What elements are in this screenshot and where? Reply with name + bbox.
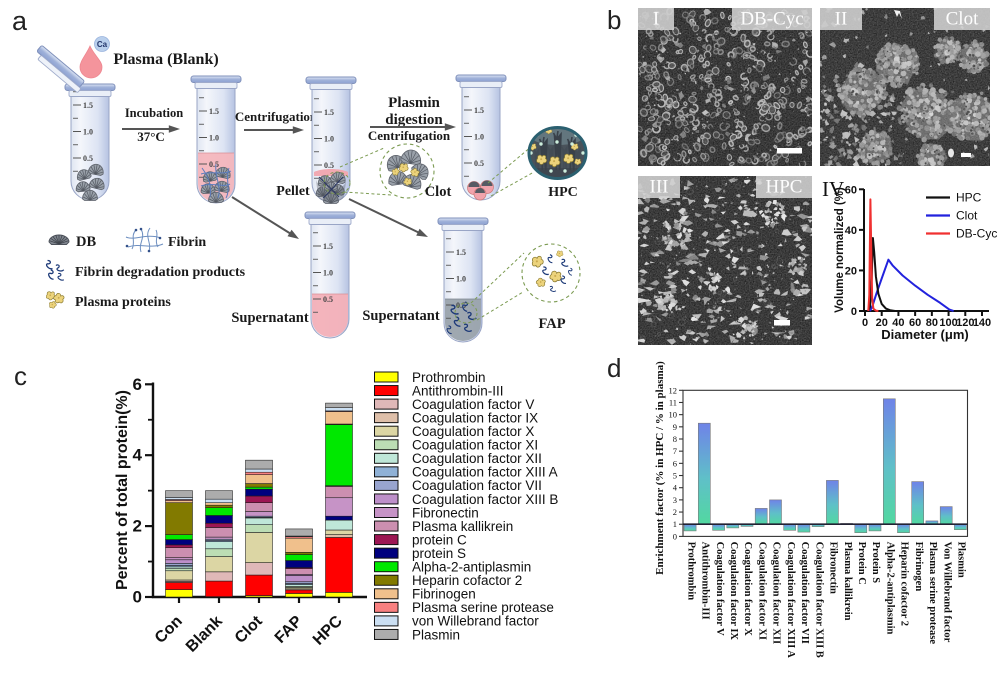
svg-text:Von Willebrand factor: Von Willebrand factor bbox=[941, 542, 952, 643]
svg-text:6: 6 bbox=[133, 375, 142, 394]
svg-text:11: 11 bbox=[669, 397, 677, 407]
svg-text:140: 140 bbox=[973, 317, 991, 329]
svg-text:0.5: 0.5 bbox=[209, 160, 219, 169]
svg-text:Antithrombin-III: Antithrombin-III bbox=[700, 542, 711, 620]
svg-text:III: III bbox=[650, 177, 669, 198]
svg-text:40: 40 bbox=[845, 225, 857, 237]
svg-text:1.0: 1.0 bbox=[323, 268, 333, 277]
svg-text:Fibrin degradation products: Fibrin degradation products bbox=[75, 265, 246, 280]
svg-text:DB-Cyc: DB-Cyc bbox=[740, 9, 803, 30]
svg-text:2: 2 bbox=[673, 507, 677, 517]
svg-text:Alpha-2-antiplasmin: Alpha-2-antiplasmin bbox=[884, 542, 895, 635]
svg-text:Centrifugation: Centrifugation bbox=[368, 128, 451, 143]
svg-text:Coagulation factor VII: Coagulation factor VII bbox=[799, 542, 810, 644]
svg-text:Plasma proteins: Plasma proteins bbox=[75, 295, 171, 310]
svg-text:Ca: Ca bbox=[97, 40, 108, 49]
svg-text:I: I bbox=[653, 9, 659, 30]
svg-text:1.5: 1.5 bbox=[323, 242, 333, 251]
svg-text:10: 10 bbox=[669, 410, 678, 420]
svg-text:Coagulation factor XI: Coagulation factor XI bbox=[756, 542, 767, 640]
svg-text:60: 60 bbox=[845, 184, 857, 196]
svg-text:0: 0 bbox=[673, 531, 677, 541]
svg-text:Clot: Clot bbox=[956, 209, 978, 223]
svg-text:4: 4 bbox=[133, 446, 143, 465]
svg-text:1: 1 bbox=[673, 519, 677, 529]
svg-text:2: 2 bbox=[133, 517, 142, 536]
svg-text:HPC: HPC bbox=[548, 185, 578, 200]
svg-text:Plasmin: Plasmin bbox=[388, 95, 440, 111]
svg-text:Coagulation factor XIII B: Coagulation factor XIII B bbox=[813, 542, 824, 658]
svg-text:Plasma (Blank): Plasma (Blank) bbox=[113, 51, 218, 68]
svg-text:0.5: 0.5 bbox=[323, 295, 333, 304]
svg-text:Coagulation factor V: Coagulation factor V bbox=[714, 542, 725, 637]
svg-text:5: 5 bbox=[673, 471, 677, 481]
svg-text:Supernatant: Supernatant bbox=[362, 308, 440, 324]
svg-text:Volume normalized (%): Volume normalized (%) bbox=[834, 187, 846, 313]
svg-text:DB-Cyc: DB-Cyc bbox=[956, 227, 997, 241]
svg-text:Fibrin: Fibrin bbox=[168, 235, 206, 250]
svg-text:1.0: 1.0 bbox=[209, 133, 219, 142]
svg-text:Clot: Clot bbox=[946, 9, 979, 30]
svg-text:Fibrinogen: Fibrinogen bbox=[913, 542, 924, 592]
svg-text:3: 3 bbox=[673, 495, 677, 505]
svg-text:d: d bbox=[607, 353, 621, 383]
svg-text:HPC: HPC bbox=[956, 191, 982, 205]
svg-text:6: 6 bbox=[673, 458, 677, 468]
svg-text:9: 9 bbox=[673, 422, 677, 432]
svg-text:Clot: Clot bbox=[425, 184, 452, 200]
svg-text:Protein C: Protein C bbox=[856, 542, 867, 585]
svg-text:0: 0 bbox=[851, 306, 857, 318]
svg-text:HPC: HPC bbox=[766, 177, 803, 198]
svg-text:a: a bbox=[12, 6, 28, 36]
svg-text:Heparin cofactor 2: Heparin cofactor 2 bbox=[899, 542, 910, 626]
svg-text:1.0: 1.0 bbox=[456, 274, 466, 283]
svg-text:Prothrombin: Prothrombin bbox=[685, 542, 696, 601]
svg-text:1.5: 1.5 bbox=[324, 108, 334, 117]
svg-text:Protein S: Protein S bbox=[870, 542, 881, 584]
svg-text:Enrichment factor (% in HPC /: Enrichment factor (% in HPC / % in plasm… bbox=[654, 361, 666, 575]
svg-text:1.0: 1.0 bbox=[83, 127, 93, 136]
svg-text:Plasmin: Plasmin bbox=[956, 542, 967, 578]
svg-text:Plasma kallikrein: Plasma kallikrein bbox=[842, 542, 853, 621]
svg-text:Incubation: Incubation bbox=[125, 106, 183, 120]
svg-text:Coagulation factor X: Coagulation factor X bbox=[742, 542, 753, 637]
svg-text:12: 12 bbox=[669, 385, 678, 395]
svg-text:0.5: 0.5 bbox=[83, 154, 93, 163]
svg-text:1.0: 1.0 bbox=[474, 132, 484, 141]
svg-text:b: b bbox=[607, 5, 621, 35]
svg-text:c: c bbox=[14, 361, 27, 391]
svg-text:Fibronectin: Fibronectin bbox=[828, 542, 839, 594]
svg-text:1.5: 1.5 bbox=[456, 248, 466, 257]
svg-text:7: 7 bbox=[673, 446, 677, 456]
svg-text:Coagulation factor IX: Coagulation factor IX bbox=[728, 542, 739, 641]
svg-text:Plasma serine protease: Plasma serine protease bbox=[927, 542, 938, 645]
svg-text:II: II bbox=[835, 9, 848, 30]
svg-text:1.5: 1.5 bbox=[83, 101, 93, 110]
svg-text:0: 0 bbox=[133, 588, 142, 607]
svg-text:8: 8 bbox=[673, 434, 677, 444]
svg-text:0: 0 bbox=[862, 317, 868, 329]
svg-text:digestion: digestion bbox=[385, 112, 443, 128]
svg-text:1.5: 1.5 bbox=[474, 106, 484, 115]
svg-text:0.5: 0.5 bbox=[324, 161, 334, 170]
svg-text:1.0: 1.0 bbox=[324, 134, 334, 143]
svg-text:Coagulation factor XIII A: Coagulation factor XIII A bbox=[785, 542, 796, 659]
svg-text:Supernatant: Supernatant bbox=[231, 310, 309, 326]
svg-text:Pellet: Pellet bbox=[276, 184, 310, 199]
svg-text:DB: DB bbox=[76, 234, 96, 250]
svg-text:Diameter (μm): Diameter (μm) bbox=[881, 327, 968, 342]
svg-text:1.5: 1.5 bbox=[209, 107, 219, 116]
svg-text:Percent of total protein(%): Percent of total protein(%) bbox=[114, 390, 131, 590]
svg-text:0.5: 0.5 bbox=[474, 159, 484, 168]
svg-text:Centrifugation: Centrifugation bbox=[235, 109, 318, 124]
svg-text:FAP: FAP bbox=[538, 316, 565, 332]
svg-text:37°C: 37°C bbox=[137, 129, 165, 144]
svg-text:20: 20 bbox=[845, 265, 857, 277]
svg-text:Plasmin: Plasmin bbox=[412, 627, 460, 642]
svg-text:Coagulation factor XII: Coagulation factor XII bbox=[771, 542, 782, 644]
